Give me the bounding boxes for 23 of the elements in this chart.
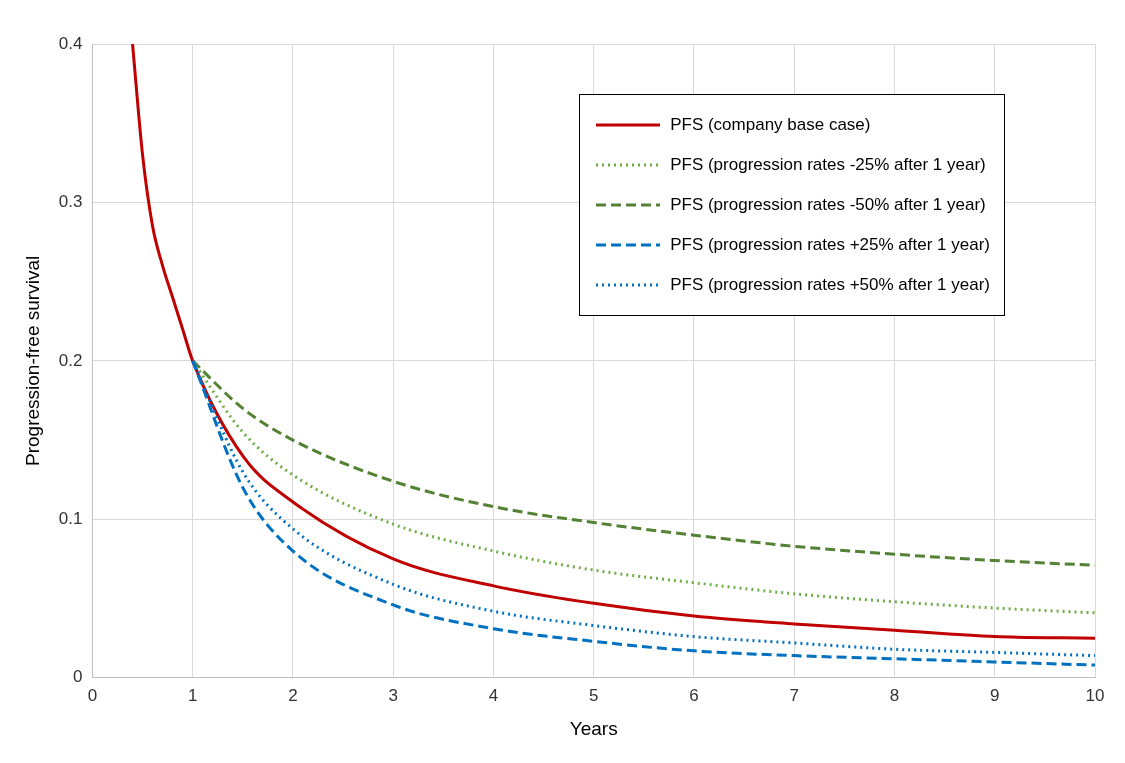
x-tick-label: 8	[889, 685, 900, 705]
y-tick-label: 0.1	[58, 509, 83, 529]
legend-label: PFS (progression rates -50% after 1 year)	[670, 195, 986, 215]
x-tick-label: 4	[488, 685, 499, 705]
y-tick-label: 0.2	[58, 350, 83, 370]
x-tick-label: 2	[288, 685, 298, 705]
y-tick-label: 0.3	[58, 192, 83, 212]
legend-label: PFS (progression rates -25% after 1 year)	[670, 155, 986, 175]
x-tick-label: 1	[187, 685, 198, 705]
x-tick-label: 5	[588, 685, 599, 705]
x-tick-label: 6	[689, 685, 699, 705]
x-tick-label: 3	[388, 685, 398, 705]
x-axis-title: Years	[569, 717, 618, 739]
y-tick-label: 0	[72, 667, 83, 687]
y-axis-title: Progression-free survival	[21, 255, 43, 466]
x-tick-label: 7	[789, 685, 799, 705]
legend-label: PFS (progression rates +25% after 1 year)	[670, 235, 990, 255]
legend-label: PFS (company base case)	[670, 115, 871, 135]
y-tick-label: 0.4	[58, 33, 83, 53]
x-tick-label: 0	[87, 685, 98, 705]
x-tick-label: 9	[990, 685, 1000, 705]
legend-label: PFS (progression rates +50% after 1 year)	[670, 275, 990, 295]
x-tick-label: 10	[1085, 685, 1105, 705]
